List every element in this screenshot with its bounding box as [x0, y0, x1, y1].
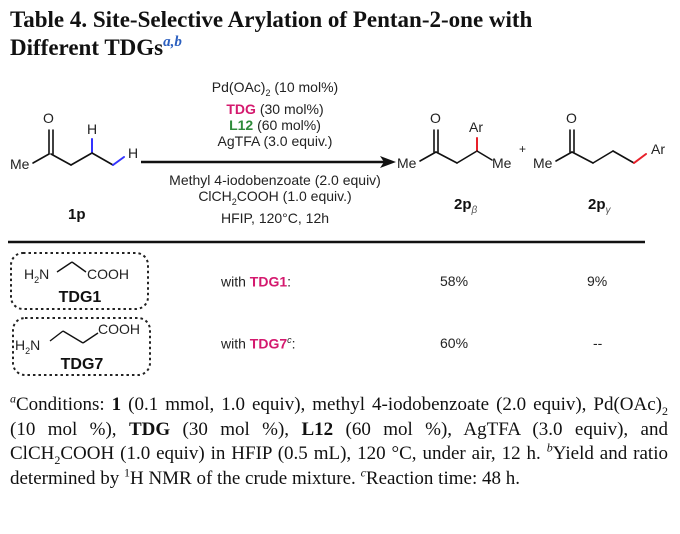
reactant-label-1p: 1p	[68, 206, 86, 223]
product-beta-methyl-left: Me	[397, 155, 417, 171]
product-2p-gamma-structure	[555, 129, 647, 164]
tdg7-carboxylic-acid: COOH	[98, 321, 140, 337]
product-gamma-oxygen: O	[566, 110, 577, 126]
product-2p-beta-structure	[419, 129, 493, 164]
condition-acid-additive: ClCH2COOH (1.0 equiv.)	[198, 188, 352, 207]
footnote-c-mark: c	[360, 465, 366, 480]
tdg1-structure	[56, 261, 87, 273]
table-title: Table 4. Site-Selective Arylation of Pen…	[10, 6, 670, 62]
tdg7-with-label: with TDG7c:	[221, 335, 296, 352]
reactant-h-beta: H	[87, 121, 98, 137]
condition-tdg: TDG (30 mol%)	[226, 100, 324, 117]
tdg7-structure	[49, 330, 99, 344]
product-beta-methyl-right: Me	[492, 155, 512, 171]
title-line-2: Different TDGs	[10, 35, 164, 60]
reactant-methyl: Me	[10, 156, 30, 172]
condition-catalyst: Pd(OAc)2 (10 mol%)	[211, 79, 339, 98]
footnote-b-mark: b	[546, 440, 553, 455]
tdg7-yield-beta: 60%	[440, 335, 469, 351]
reaction-arrow	[141, 156, 396, 168]
tdg1-dashed-box	[10, 252, 149, 310]
tdg7-dashed-box	[12, 317, 151, 376]
product-beta-aryl: Ar	[469, 119, 483, 135]
reactant-carbonyl-oxygen: O	[43, 110, 54, 126]
table-footnotes: aConditions: 1 (0.1 mmol, 1.0 equiv), me…	[10, 391, 668, 489]
product-gamma-methyl-left: Me	[533, 155, 553, 171]
reactant-1p-structure	[32, 129, 125, 166]
plus-sign: +	[519, 142, 527, 156]
condition-solvent-temp-time: HFIP, 120°C, 12h	[220, 209, 330, 226]
tdg1-yield-gamma: 9%	[587, 273, 608, 289]
condition-aryl-iodide: Methyl 4-iodobenzoate (2.0 equiv)	[169, 172, 381, 188]
tdg1-with-label: with TDG1:	[221, 273, 292, 290]
footnote-a-mark: a	[10, 391, 16, 406]
tdg1-amine: H2N	[24, 266, 50, 285]
tdg1-name: TDG1	[58, 289, 102, 306]
title-footnote-marks: a,b	[163, 34, 182, 50]
reactant-h-gamma: H	[128, 145, 139, 161]
tdg7-amine: H2N	[15, 337, 41, 356]
product-label-2p-beta: 2pβ	[454, 196, 478, 216]
tdg7-name: TDG7	[60, 356, 104, 373]
product-beta-oxygen: O	[430, 110, 441, 126]
conditions-below-arrow: Methyl 4-iodobenzoate (2.0 equiv) ClCH2C…	[135, 172, 415, 226]
product-gamma-aryl: Ar	[651, 141, 665, 157]
tdg1-yield-beta: 58%	[440, 273, 469, 289]
tdg1-carboxylic-acid: COOH	[87, 266, 129, 282]
condition-ligand: L12 (60 mol%)	[229, 116, 321, 133]
conditions-above-arrow: Pd(OAc)2 (10 mol%) TDG (30 mol%) L12 (60…	[160, 79, 390, 149]
condition-oxidant: AgTFA (3.0 equiv.)	[217, 132, 333, 149]
product-label-2p-gamma: 2pγ	[588, 196, 611, 216]
tdg7-yield-gamma: --	[593, 335, 603, 351]
title-line-1: Table 4. Site-Selective Arylation of Pen…	[10, 7, 533, 32]
